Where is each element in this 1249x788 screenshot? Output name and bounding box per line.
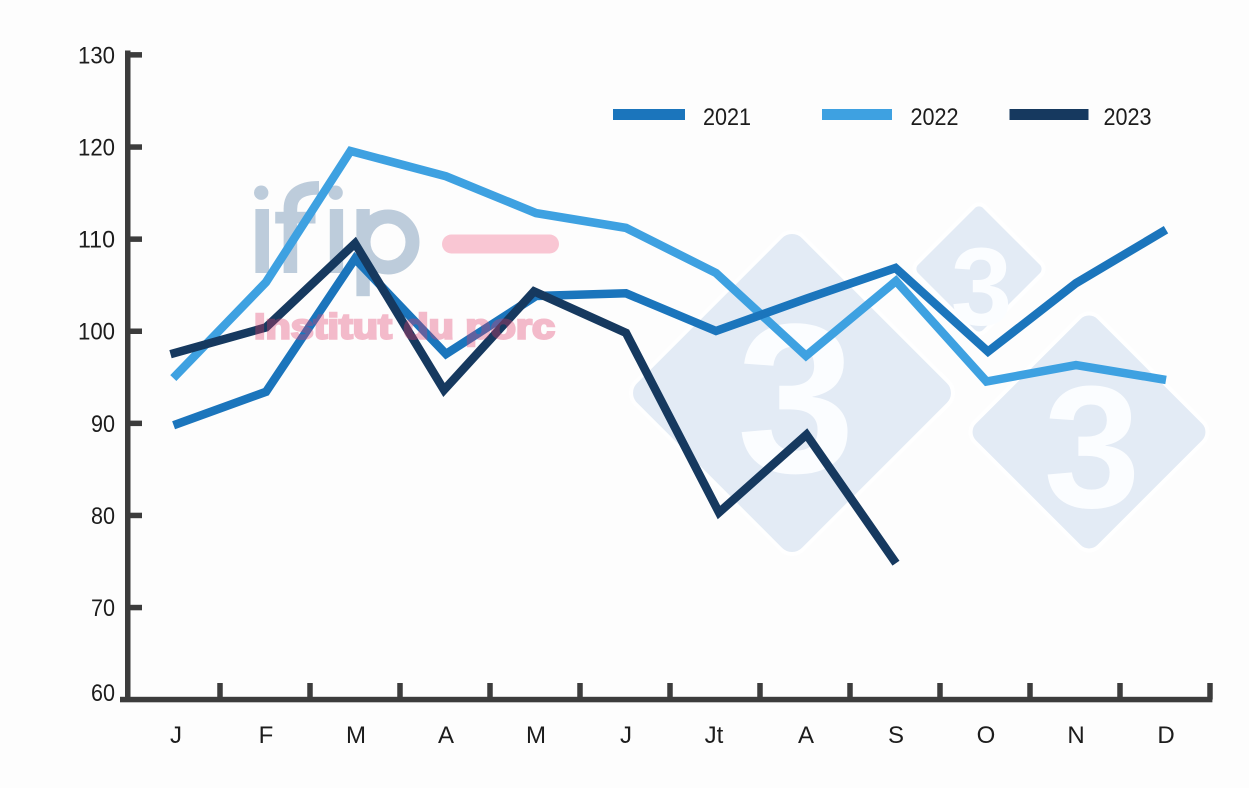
svg-text:2022: 2022 [911,104,959,131]
svg-text:J: J [620,722,632,749]
svg-text:2023: 2023 [1104,104,1152,131]
svg-text:60: 60 [91,680,115,707]
svg-text:J: J [170,722,182,749]
svg-text:110: 110 [78,227,115,254]
svg-text:S: S [888,722,904,749]
svg-text:Jt: Jt [705,722,724,749]
svg-text:D: D [1157,722,1174,749]
svg-text:100: 100 [78,319,115,346]
svg-text:120: 120 [78,135,115,162]
svg-text:A: A [438,722,454,749]
svg-text:F: F [259,722,274,749]
svg-text:A: A [798,722,814,749]
svg-text:130: 130 [78,42,115,69]
svg-text:3: 3 [1044,349,1141,544]
svg-text:O: O [977,722,996,749]
svg-text:M: M [346,722,366,749]
svg-text:Institut du porc: Institut du porc [254,308,555,347]
svg-text:70: 70 [91,595,115,622]
svg-text:2021: 2021 [703,104,751,131]
svg-text:N: N [1067,722,1084,749]
svg-text:90: 90 [91,411,115,438]
svg-text:80: 80 [91,503,115,530]
svg-text:M: M [526,722,546,749]
